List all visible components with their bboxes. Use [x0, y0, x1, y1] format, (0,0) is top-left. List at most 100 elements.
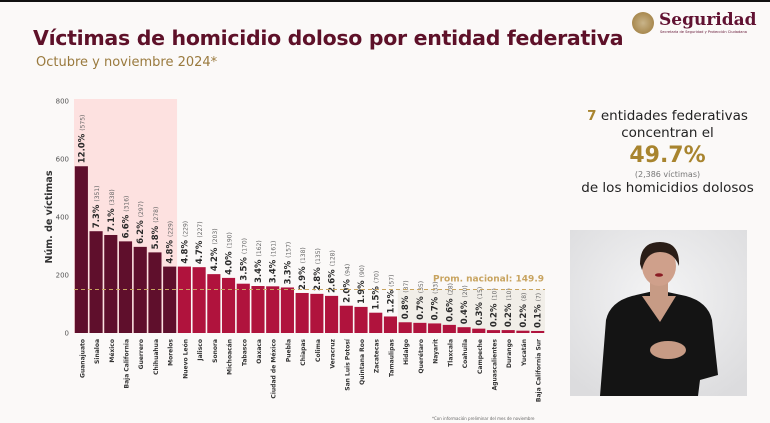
percent-label: 2.9%	[298, 266, 308, 290]
x-tick-label: Oaxaca	[256, 339, 263, 364]
data-label: 6.6% (316)	[122, 196, 132, 239]
x-tick-label: Coahuila	[462, 339, 469, 368]
bar-nayarit	[428, 323, 442, 333]
count-label: (10)	[506, 288, 513, 300]
data-label: 0.8% (37)	[401, 280, 411, 319]
page-subtitle: Octubre y noviembre 2024*	[36, 55, 218, 70]
bar-baja-california-sur	[531, 330, 545, 333]
interpreter-hands	[650, 341, 686, 359]
count-label: (227)	[197, 221, 204, 237]
data-label: 2.6% (128)	[328, 250, 338, 293]
x-tick-label: Veracruz	[330, 338, 337, 368]
bar-chiapas	[295, 292, 309, 333]
count-label: (35)	[418, 281, 425, 293]
percent-label: 6.2%	[136, 220, 146, 244]
percent-label: 0.1%	[534, 304, 544, 328]
percent-label: 0.6%	[445, 298, 455, 322]
count-label: (157)	[285, 242, 292, 258]
percent-label: 4.2%	[210, 247, 220, 271]
bar-quintana-roo	[354, 306, 368, 333]
bar-aguascalientes	[486, 330, 501, 333]
count-label: (297)	[138, 201, 145, 217]
count-label: (20)	[462, 285, 469, 297]
bar-méxico	[104, 234, 118, 333]
bar-tamaulipas	[383, 316, 398, 333]
summary-victims: (2,386 víctimas)	[634, 170, 701, 179]
summary-panel: 7 entidades federativas concentran el 49…	[565, 108, 770, 197]
data-label: 1.9% (90)	[357, 265, 367, 304]
x-tick-label: Chiapas	[300, 339, 307, 366]
percent-label: 0.4%	[460, 300, 470, 324]
x-tick-label: Ciudad de México	[271, 339, 278, 399]
percent-label: 0.7%	[416, 296, 426, 320]
summary-line1-text: entidades federativas	[600, 108, 748, 124]
count-label: (170)	[241, 238, 248, 254]
percent-label: 2.8%	[313, 267, 323, 291]
x-tick-label: Hidalgo	[403, 339, 410, 365]
percent-label: 2.0%	[342, 279, 352, 303]
count-label: (33)	[433, 282, 440, 294]
data-label: 0.2% (10)	[489, 288, 499, 327]
data-label: 0.3% (15)	[475, 287, 485, 326]
count-label: (338)	[109, 189, 116, 205]
count-label: (278)	[153, 207, 160, 223]
percent-label: 2.6%	[328, 269, 338, 293]
x-tick-label: Colima	[315, 339, 322, 362]
count-label: (135)	[315, 248, 322, 264]
count-label: (90)	[359, 265, 366, 277]
percent-label: 5.8%	[151, 225, 161, 249]
x-tick-label: Tlaxcala	[447, 339, 454, 367]
bar-nuevo-león	[177, 266, 191, 333]
x-tick-label: Morelos	[168, 339, 175, 366]
percent-label: 0.2%	[489, 303, 499, 327]
footnote: *Con información preliminar del mes de n…	[432, 416, 535, 421]
x-tick-label: Guanajuato	[79, 339, 86, 378]
y-tick-label: 200	[56, 272, 69, 280]
summary-percent: 49.7%	[629, 143, 706, 168]
percent-label: 0.2%	[504, 303, 514, 327]
x-tick-label: Chihuahua	[153, 339, 160, 375]
data-label: 2.9% (138)	[298, 247, 308, 290]
bar-chihuahua	[148, 252, 162, 333]
y-tick-label: 400	[56, 214, 69, 222]
percent-label: 4.8%	[166, 240, 176, 264]
count-label: (128)	[330, 250, 337, 266]
x-tick-label: San Luis Potosí	[344, 338, 351, 391]
count-label: (161)	[271, 241, 278, 257]
count-label: (575)	[79, 115, 86, 131]
x-tick-label: Guerrero	[138, 339, 145, 369]
data-label: 0.7% (33)	[431, 282, 441, 321]
bar-baja-california	[118, 241, 133, 333]
summary-count: 7	[587, 108, 597, 124]
x-tick-label: Baja California Sur	[536, 339, 543, 402]
data-label: 0.2% (8)	[519, 293, 529, 328]
percent-label: 3.4%	[269, 259, 279, 283]
count-label: (57)	[388, 275, 395, 287]
bar-sinaloa	[89, 231, 103, 333]
bar-yucatán	[516, 330, 530, 333]
count-label: (190)	[227, 232, 234, 248]
data-label: 2.0% (94)	[342, 264, 352, 303]
interpreter-figure	[570, 230, 747, 396]
data-label: 12.0% (575)	[77, 115, 87, 164]
x-tick-label: Michoacán	[227, 339, 234, 375]
data-label: 1.5% (70)	[372, 271, 382, 310]
data-label: 2.8% (135)	[313, 248, 323, 291]
count-label: (351)	[94, 185, 101, 201]
bar-oaxaca	[251, 286, 265, 333]
data-label: 7.1% (338)	[107, 189, 117, 232]
bar-michoacán	[221, 277, 236, 333]
y-axis-label: Núm. de víctimas	[44, 170, 55, 263]
x-tick-label: Yucatán	[521, 339, 528, 367]
bar-hidalgo	[398, 322, 412, 333]
bar-campeche	[472, 328, 486, 333]
x-tick-label: Nayarit	[433, 339, 440, 364]
data-label: 0.7% (35)	[416, 281, 426, 320]
percent-label: 7.1%	[107, 208, 117, 232]
percent-label: 1.9%	[357, 280, 367, 304]
bar-zacatecas	[369, 312, 383, 333]
x-tick-label: México	[109, 339, 116, 363]
bar-san-luis-potosí	[339, 305, 353, 333]
percent-label: 4.8%	[180, 240, 190, 264]
data-label: 0.1% (7)	[534, 293, 544, 328]
